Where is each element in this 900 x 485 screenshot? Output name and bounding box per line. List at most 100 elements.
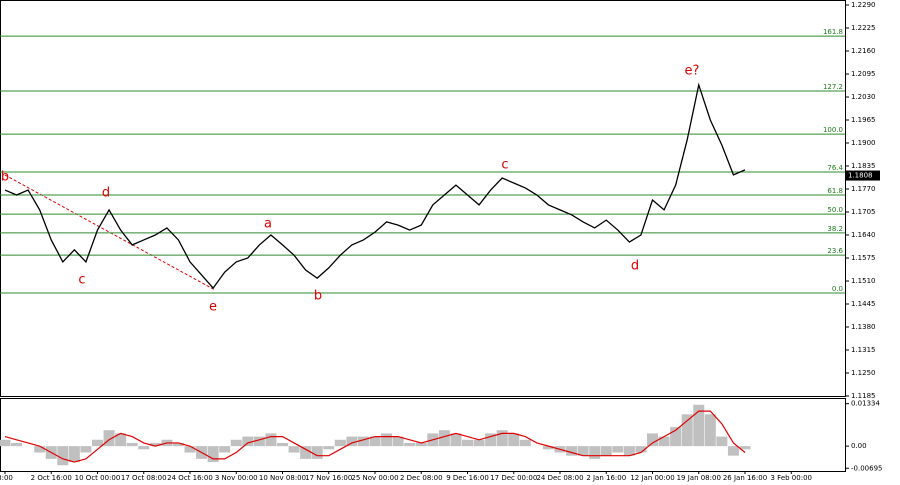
wave-label: d	[102, 186, 110, 201]
histogram-bar	[542, 446, 554, 450]
x-tick-label: 3 Nov 00:00	[215, 474, 258, 482]
x-tick-label: 10 Nov 08:00	[259, 474, 306, 482]
histogram-bar	[485, 433, 497, 447]
histogram-bar	[253, 436, 265, 447]
y-tick-label: 1.1315	[851, 346, 876, 354]
histogram-bar	[323, 446, 335, 450]
y-tick-label: 1.2290	[851, 1, 876, 9]
y-tick-label: 1.1250	[851, 369, 876, 377]
y-tick-label: 1.2095	[851, 70, 876, 78]
histogram-bar	[392, 436, 404, 447]
fib-label: 50.0	[827, 206, 843, 214]
histogram-bar	[11, 442, 23, 447]
histogram-bar	[126, 442, 138, 447]
signal-line	[4, 410, 746, 463]
fib-label: 100.0	[823, 126, 843, 134]
x-tick-label: 9 Dec 16:00	[446, 474, 489, 482]
wave-label: a	[264, 217, 272, 232]
histogram-bar	[508, 433, 520, 447]
histogram-bar	[496, 430, 508, 447]
histogram-bar	[369, 436, 381, 447]
wave-label: c	[78, 273, 85, 288]
histogram-bar	[612, 446, 624, 453]
histogram-bar	[438, 430, 450, 447]
histogram-bar	[670, 427, 682, 447]
wave-label: e?	[685, 64, 700, 79]
x-tick-label: 17 Nov 16:00	[305, 474, 352, 482]
y-tick-label: 1.1770	[851, 185, 876, 193]
histogram-bar	[265, 433, 277, 447]
y-tick-label: 0.00	[851, 442, 867, 450]
histogram-bar	[357, 436, 369, 447]
histogram-bar	[473, 439, 485, 447]
histogram-bar	[589, 446, 601, 459]
wave-label: c	[501, 158, 508, 173]
x-tick-label: 12 Jan 00:00	[630, 474, 674, 482]
y-tick-label: 1.1835	[851, 162, 876, 170]
histogram-bar	[404, 442, 416, 447]
y-tick-label: 1.1640	[851, 231, 876, 239]
last-price-box	[846, 170, 880, 181]
x-tick-label: 17 Dec 00:00	[490, 474, 537, 482]
x-tick-label: 2 Dec 08:00	[400, 474, 443, 482]
x-tick-label: 19 Jan 08:00	[677, 474, 721, 482]
histogram-bar	[635, 446, 647, 453]
histogram-bar	[149, 442, 161, 447]
histogram-bar	[92, 439, 103, 447]
histogram-bar	[138, 446, 150, 450]
histogram-bar	[207, 446, 219, 463]
fib-label: 38.2	[827, 225, 843, 233]
histogram-bar	[311, 446, 323, 459]
y-tick-label: 1.2160	[851, 47, 876, 55]
y-tick-label: 1.1575	[851, 254, 876, 262]
histogram-bar	[415, 442, 427, 447]
histogram-bar	[727, 446, 739, 456]
histogram-bar	[172, 442, 184, 447]
y-tick-label: 1.1705	[851, 208, 876, 216]
histogram-bar	[681, 414, 693, 447]
histogram-bar	[716, 436, 728, 447]
x-tick-label: 24 Dec 08:00	[536, 474, 583, 482]
oscillator-panel	[0, 398, 846, 472]
histogram-bar	[623, 446, 635, 456]
x-tick-label: 10 Oct 00:00	[75, 474, 121, 482]
y-tick-label: 1.2225	[851, 24, 876, 32]
histogram-bar	[450, 433, 462, 447]
histogram-bar	[34, 446, 46, 453]
price-line	[4, 82, 746, 290]
histogram-bar	[600, 446, 612, 456]
histogram-bar	[57, 446, 69, 466]
histogram-bar	[647, 433, 658, 447]
histogram-bar	[704, 414, 716, 447]
histogram-bar	[346, 436, 358, 447]
y-tick-label: 1.1380	[851, 323, 876, 331]
histogram-bar	[739, 446, 751, 450]
histogram-bar	[462, 439, 473, 447]
histogram-bar	[277, 442, 288, 447]
histogram-bar	[242, 436, 254, 447]
histogram-bar	[115, 433, 127, 447]
histogram-bar	[519, 439, 531, 447]
x-tick-label: 2 Oct 16:00	[31, 474, 72, 482]
y-tick-label: 1.1965	[851, 116, 876, 124]
histogram-bar	[381, 433, 393, 447]
wave-label: d	[631, 259, 639, 274]
y-tick-label: 1.1445	[851, 300, 876, 308]
x-tick-label: 24 Oct 16:00	[167, 474, 213, 482]
x-tick-label: 2 Jan 16:00	[586, 474, 626, 482]
histogram-bar	[658, 436, 670, 447]
fib-label: 23.6	[827, 247, 843, 255]
last-price-label: 1.1808	[848, 172, 873, 180]
wave-label: b	[1, 170, 9, 185]
fib-label: 76.4	[827, 164, 843, 172]
histogram-bar	[230, 439, 242, 447]
x-tick-label: 8:00	[0, 474, 13, 482]
y-tick-label: 1.1510	[851, 277, 876, 285]
histogram-bar	[219, 446, 231, 453]
x-tick-label: 26 Jan 16:00	[723, 474, 767, 482]
fib-label: 0.0	[832, 285, 843, 293]
histogram-bar	[0, 439, 11, 447]
histogram-bar	[334, 439, 346, 447]
x-tick-label: 3 Feb 00:00	[771, 474, 812, 482]
